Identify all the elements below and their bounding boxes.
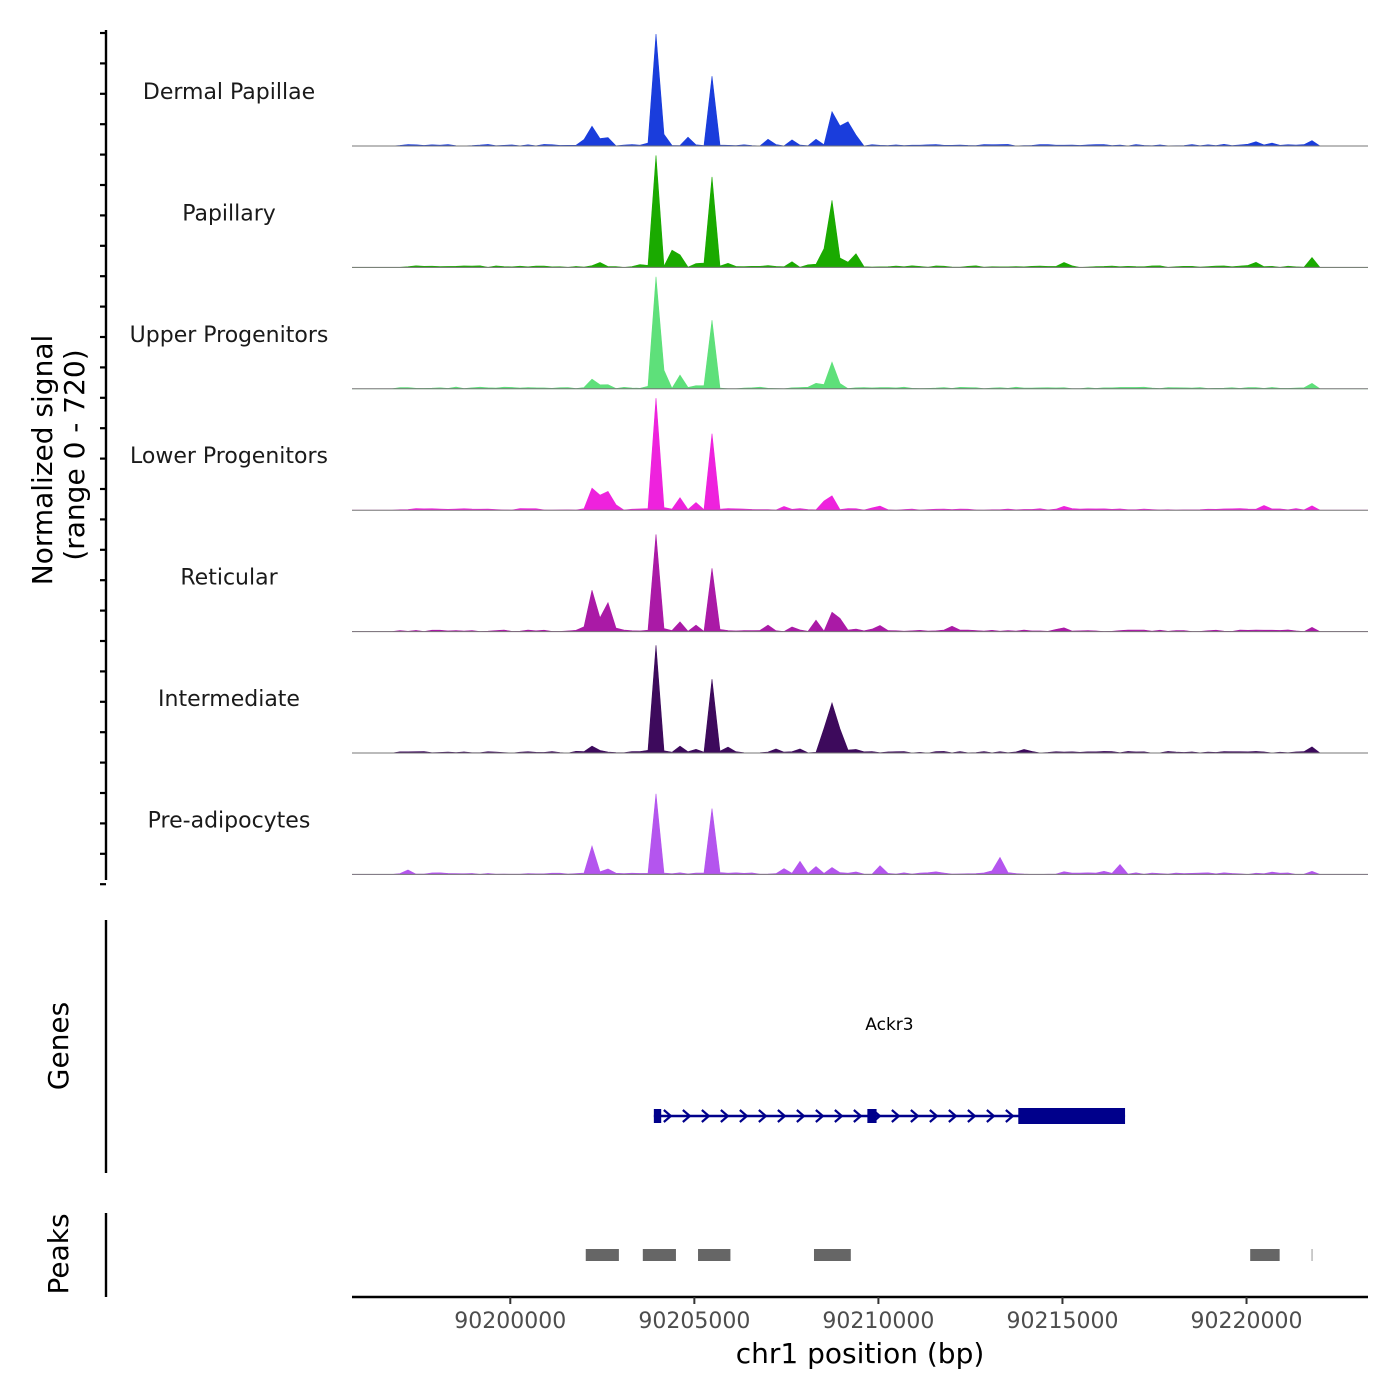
peak-region	[642, 1249, 676, 1261]
x-axis: 90200000 90205000 90210000 90215000 90220000	[352, 1295, 1368, 1334]
signal-area-6	[352, 793, 1368, 875]
peaks-track-panel	[104, 1213, 1313, 1297]
track-label: Lower Progenitors	[130, 444, 328, 469]
x-axis-title: chr1 position (bp)	[736, 1337, 985, 1370]
track-label: Pre-adipocytes	[148, 808, 311, 833]
strand-arrow-icon	[777, 1109, 787, 1123]
track-label: Reticular	[180, 566, 278, 591]
signal-track-panel: Dermal Papillae Papillary Upper Progenitor…	[100, 30, 1368, 886]
x-tick-label: 90215000	[1006, 1309, 1118, 1334]
strand-arrow-icon	[758, 1109, 768, 1123]
strand-arrow-icon	[891, 1109, 901, 1123]
signal-area-1	[352, 155, 1368, 268]
x-tick-label: 90210000	[822, 1309, 934, 1334]
genes-y-axis-title: Genes	[42, 1002, 75, 1090]
strand-arrow-icon	[739, 1109, 749, 1123]
strand-arrow-icon	[701, 1109, 711, 1123]
signal-area-2	[352, 276, 1368, 390]
peaks-y-axis-title: Peaks	[42, 1213, 75, 1294]
track-label: Upper Progenitors	[130, 323, 329, 348]
gene-label: Ackr3	[865, 1015, 913, 1035]
track-label: Dermal Papillae	[143, 80, 315, 105]
strand-arrow-icon	[834, 1109, 844, 1123]
peak-region	[585, 1249, 619, 1261]
strand-arrow-icon	[682, 1109, 692, 1123]
signal-area-4	[352, 534, 1368, 632]
strand-arrow-icon	[815, 1109, 825, 1123]
gene-exon	[653, 1109, 662, 1123]
strand-arrow-icon	[853, 1109, 863, 1123]
peak-region	[1250, 1249, 1280, 1261]
strand-arrow-icon	[663, 1109, 673, 1123]
peak-region	[813, 1249, 851, 1261]
strand-arrow-icon	[986, 1109, 996, 1123]
gene-exon	[1018, 1108, 1126, 1124]
strand-arrow-icon	[720, 1109, 730, 1123]
strand-arrow-icon	[929, 1109, 939, 1123]
gene-exon	[867, 1109, 877, 1123]
peak-region	[1311, 1249, 1313, 1261]
x-tick-label: 90220000	[1191, 1309, 1303, 1334]
peak-region	[698, 1249, 731, 1261]
strand-arrow-icon	[1005, 1109, 1015, 1123]
strand-arrow-icon	[910, 1109, 920, 1123]
signal-area-5	[352, 645, 1368, 754]
genes-track-panel: Ackr3	[104, 920, 1126, 1173]
strand-arrow-icon	[948, 1109, 958, 1123]
signal-area-0	[352, 33, 1368, 147]
strand-arrow-icon	[796, 1109, 806, 1123]
strand-arrow-icon	[967, 1109, 977, 1123]
x-tick-label: 90200000	[454, 1309, 566, 1334]
signal-y-axis-title: Normalized signal	[26, 335, 59, 586]
x-tick-label: 90205000	[638, 1309, 750, 1334]
signal-area-3	[352, 398, 1368, 511]
track-label: Papillary	[182, 201, 276, 226]
track-label: Intermediate	[158, 687, 300, 712]
signal-y-axis-range: (range 0 - 720)	[58, 349, 91, 560]
